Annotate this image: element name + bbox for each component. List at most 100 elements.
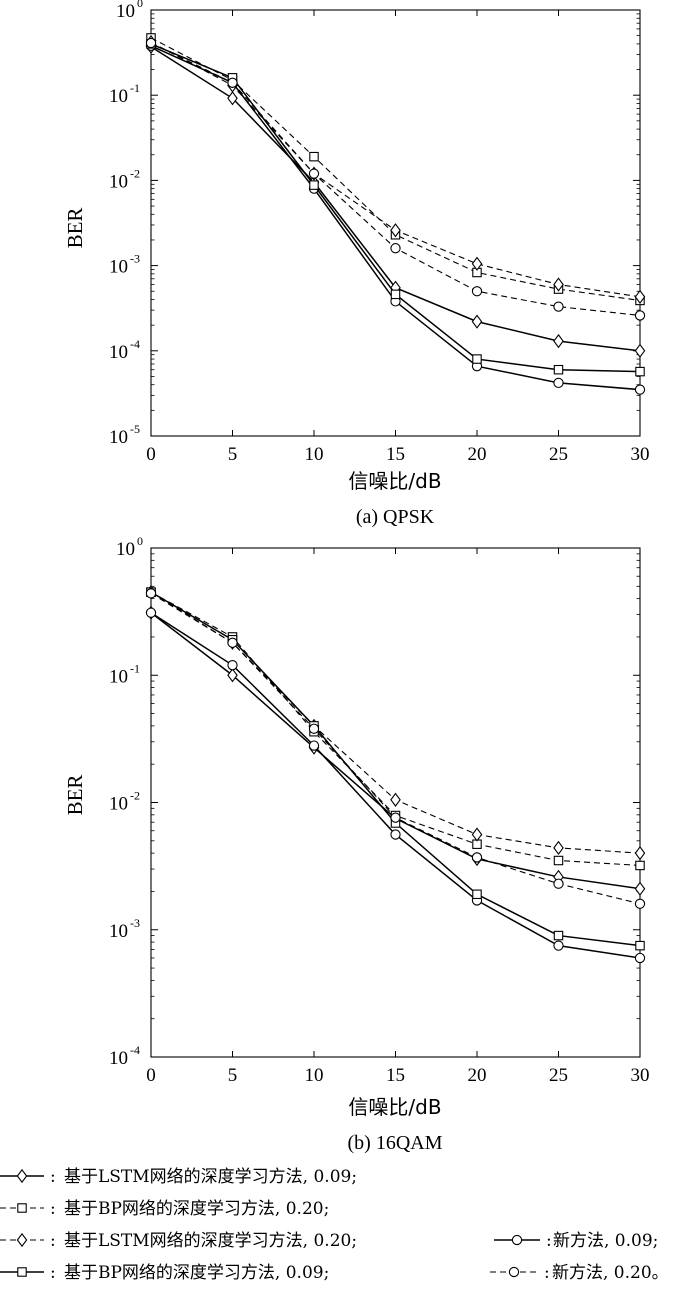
square-marker [553, 930, 564, 941]
square-marker [17, 1267, 27, 1277]
diamond-marker [553, 277, 564, 292]
diamond-marker [471, 827, 483, 842]
y-tick-label: 10 [109, 257, 128, 278]
circle-marker [390, 812, 401, 823]
x-tick-label: 25 [549, 1065, 568, 1086]
diamond-marker [227, 668, 238, 683]
panel-caption: (b) 16QAM [348, 1132, 443, 1154]
diamond-marker [634, 289, 646, 304]
y-tick-exponent: -2 [130, 166, 140, 180]
square-marker [472, 889, 482, 900]
y-tick-exponent: -4 [130, 337, 140, 351]
legend-entry: 基于LSTM网络的深度学习方法, 0.20; [64, 1231, 357, 1251]
diamond-marker [634, 343, 646, 358]
circle-marker [308, 168, 320, 179]
circle-marker [553, 878, 564, 889]
x-tick-label: 20 [468, 1065, 487, 1086]
x-tick-label: 10 [305, 1065, 324, 1086]
circle-marker [390, 829, 401, 840]
square-marker [553, 364, 564, 375]
x-tick-label: 10 [305, 444, 324, 465]
y-tick-exponent: -3 [130, 252, 140, 266]
legend-colon: : [546, 1231, 552, 1251]
x-tick-label: 0 [146, 444, 156, 465]
x-tick-label: 15 [386, 1065, 405, 1086]
square-marker [17, 1203, 27, 1213]
y-tick-label: 10 [109, 1048, 128, 1069]
circle-marker [508, 1266, 520, 1278]
y-tick-label: 10 [116, 539, 135, 560]
x-tick-label: 5 [228, 444, 238, 465]
circle-marker [145, 588, 157, 599]
circle-marker [471, 852, 483, 863]
y-tick-exponent: -5 [130, 422, 140, 436]
y-tick-label: 10 [109, 921, 128, 942]
legend-entry: 新方法, 0.09; [553, 1231, 658, 1251]
y-axis-label: BER [63, 775, 87, 816]
x-tick-label: 30 [631, 1065, 650, 1086]
diamond-marker [16, 1232, 28, 1248]
legend-colon: : [50, 1199, 56, 1219]
y-tick-exponent: 0 [137, 534, 143, 548]
circle-marker [308, 740, 320, 751]
y-tick-exponent: 0 [137, 0, 143, 10]
y-tick-label: 10 [109, 794, 128, 815]
diamond-marker [471, 314, 483, 329]
square-marker [309, 151, 319, 162]
y-tick-exponent: -3 [130, 916, 140, 930]
diamond-marker [634, 846, 646, 861]
diamond-marker [553, 333, 564, 349]
circle-marker [227, 77, 238, 88]
diamond-marker [553, 840, 564, 856]
square-marker [309, 180, 319, 190]
legend-colon: : [50, 1263, 56, 1283]
diamond-marker [390, 792, 401, 807]
diamond-marker [390, 223, 401, 238]
circle-marker [553, 940, 564, 951]
x-tick-label: 0 [146, 1065, 156, 1086]
circle-marker [227, 637, 238, 648]
square-marker [635, 940, 645, 951]
x-tick-label: 15 [386, 444, 405, 465]
x-tick-label: 5 [228, 1065, 238, 1086]
y-tick-label: 10 [109, 666, 128, 687]
x-tick-label: 30 [631, 444, 650, 465]
y-tick-exponent: -1 [130, 81, 140, 95]
circle-marker [227, 660, 238, 671]
x-tick-label: 20 [468, 444, 487, 465]
diamond-marker [227, 91, 238, 106]
legend: :::::: 基于LSTM网络的深度学习方法, 0.09; 基于BP网络的深度学… [0, 1167, 669, 1283]
y-tick-exponent: -2 [130, 789, 140, 803]
y-tick-label: 10 [109, 171, 128, 192]
circle-marker [553, 301, 564, 312]
circle-marker [145, 607, 157, 618]
circle-marker [634, 898, 646, 909]
legend-colon: : [50, 1231, 56, 1251]
legend-entry: 基于LSTM网络的深度学习方法, 0.09; [64, 1167, 357, 1187]
y-tick-label: 10 [109, 86, 128, 107]
circle-marker [634, 384, 646, 395]
y-axis-label: BER [63, 208, 87, 249]
circle-marker [390, 243, 401, 254]
square-marker [635, 366, 645, 377]
legend-colon: : [50, 1167, 56, 1187]
x-axis-label: 信噪比/dB [348, 1095, 441, 1119]
y-tick-label: 10 [109, 342, 128, 363]
diamond-marker [16, 1168, 28, 1184]
x-tick-label: 25 [549, 444, 568, 465]
legend-entry: 基于BP网络的深度学习方法, 0.20; [64, 1199, 329, 1219]
circle-marker [145, 37, 157, 49]
circle-marker [308, 723, 320, 734]
legend-entry: 新方法, 0.20。 [552, 1263, 669, 1283]
square-marker [472, 354, 482, 364]
y-tick-label: 10 [116, 1, 135, 22]
panel-caption: (a) QPSK [356, 506, 435, 528]
circle-marker [553, 377, 564, 389]
diamond-marker [471, 256, 483, 271]
square-marker [553, 855, 564, 866]
square-marker [390, 289, 401, 300]
x-axis-label: 信噪比/dB [348, 469, 441, 493]
